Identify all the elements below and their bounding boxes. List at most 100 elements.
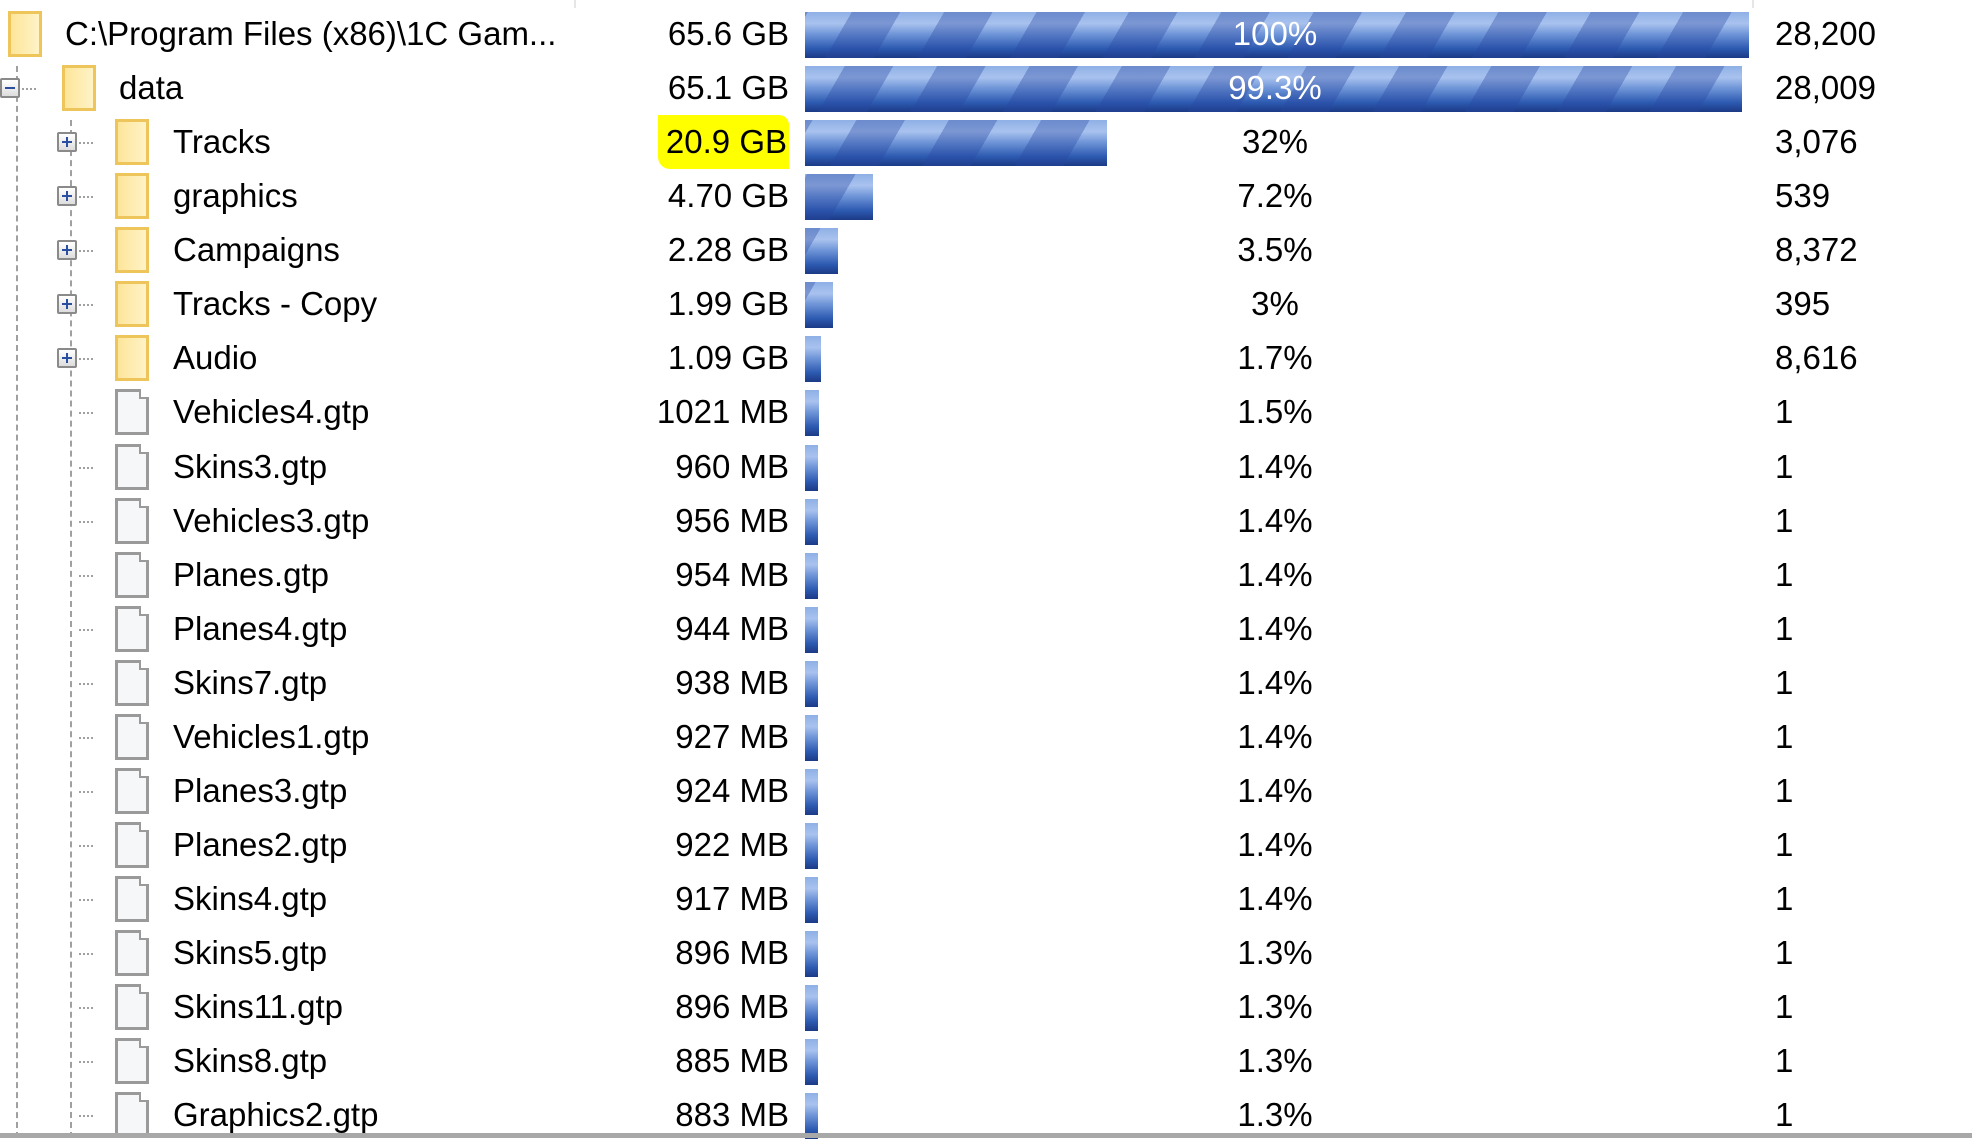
- tree-row[interactable]: Vehicles1.gtp 927 MB 1.4% 1: [0, 710, 1972, 764]
- item-size: 960 MB: [675, 447, 789, 485]
- tree-row[interactable]: Planes4.gtp 944 MB 1.4% 1: [0, 602, 1972, 656]
- item-name: Campaigns: [173, 231, 340, 269]
- item-size: 20.9 GB: [657, 115, 789, 170]
- item-size: 2.28 GB: [667, 231, 789, 269]
- item-name: Skins5.gtp: [173, 934, 328, 972]
- item-file-count: 1: [1775, 555, 1794, 593]
- tree-row[interactable]: Vehicles4.gtp 1021 MB 1.5% 1: [0, 385, 1972, 439]
- percent-bar: [805, 660, 818, 707]
- item-file-count: 1: [1775, 826, 1794, 864]
- item-file-count: 395: [1775, 285, 1831, 323]
- item-size: 956 MB: [675, 501, 789, 539]
- file-icon: [115, 659, 149, 706]
- tree-row[interactable]: Skins3.gtp 960 MB 1.4% 1: [0, 440, 1972, 494]
- percent-bar: [805, 552, 818, 599]
- item-name: Audio: [173, 339, 258, 377]
- item-file-count: 1: [1775, 771, 1794, 809]
- folder-icon: [115, 173, 149, 220]
- item-percent: 1.4%: [1237, 880, 1313, 918]
- item-file-count: 539: [1775, 177, 1831, 215]
- item-percent: 100%: [1232, 15, 1318, 52]
- tree-connector: [79, 899, 93, 902]
- tree-row[interactable]: Tracks - Copy 1.99 GB 3% 395: [0, 277, 1972, 331]
- plus-expander-icon[interactable]: [57, 132, 77, 153]
- tree-row[interactable]: C:\Program Files (x86)\1C Gam... 65.6 GB 1…: [0, 7, 1972, 61]
- item-percent: 1.4%: [1237, 447, 1313, 485]
- tree-connector: [79, 412, 93, 415]
- tree-row[interactable]: Skins7.gtp 938 MB 1.4% 1: [0, 656, 1972, 710]
- item-percent: 1.3%: [1237, 1096, 1313, 1134]
- tree-row[interactable]: Skins4.gtp 917 MB 1.4% 1: [0, 872, 1972, 926]
- item-size: 938 MB: [675, 663, 789, 701]
- tree-row[interactable]: Audio 1.09 GB 1.7% 8,616: [0, 331, 1972, 385]
- percent-bar: [805, 931, 818, 978]
- tree-row[interactable]: Skins5.gtp 896 MB 1.3% 1: [0, 926, 1972, 980]
- tree-connector: [79, 196, 93, 199]
- column-divider-percent[interactable]: [1752, 0, 1754, 8]
- percent-bar: [805, 768, 818, 815]
- plus-expander-icon[interactable]: [57, 348, 77, 369]
- item-name: Graphics2.gtp: [173, 1096, 379, 1134]
- minus-expander-icon[interactable]: [0, 78, 20, 99]
- folder-icon: [115, 119, 149, 166]
- percent-bar: [805, 66, 1742, 113]
- percent-bar: [805, 120, 1107, 167]
- tree-row[interactable]: graphics 4.70 GB 7.2% 539: [0, 169, 1972, 223]
- item-percent: 1.7%: [1237, 339, 1313, 377]
- tree-row[interactable]: Vehicles3.gtp 956 MB 1.4% 1: [0, 494, 1972, 548]
- item-name: graphics: [173, 177, 298, 215]
- tree-connector: [79, 358, 93, 361]
- tree-row[interactable]: Skins8.gtp 885 MB 1.3% 1: [0, 1034, 1972, 1088]
- folder-icon: [62, 65, 96, 112]
- item-percent: 1.4%: [1237, 501, 1313, 539]
- item-percent: 1.5%: [1237, 393, 1313, 431]
- tree-row[interactable]: Planes2.gtp 922 MB 1.4% 1: [0, 818, 1972, 872]
- tree-connector: [79, 1061, 93, 1064]
- tree-connector: [79, 574, 93, 577]
- plus-expander-icon[interactable]: [57, 294, 77, 315]
- tree-row[interactable]: Tracks 20.9 GB 32% 3,076: [0, 115, 1972, 170]
- item-name: Vehicles1.gtp: [173, 717, 370, 755]
- item-size: 944 MB: [675, 609, 789, 647]
- percent-bar: [805, 1093, 818, 1140]
- file-icon: [115, 443, 149, 490]
- item-name: Tracks: [173, 123, 271, 161]
- item-size: 927 MB: [675, 717, 789, 755]
- tree-row[interactable]: Planes.gtp 954 MB 1.4% 1: [0, 548, 1972, 602]
- tree-row[interactable]: Skins11.gtp 896 MB 1.3% 1: [0, 980, 1972, 1034]
- tree-row[interactable]: Graphics2.gtp 883 MB 1.3% 1: [0, 1088, 1972, 1142]
- item-size: 1021 MB: [656, 393, 789, 431]
- horizontal-scrollbar[interactable]: [0, 1133, 1972, 1138]
- percent-bar: [805, 228, 838, 275]
- tree-row[interactable]: Campaigns 2.28 GB 3.5% 8,372: [0, 223, 1972, 277]
- item-percent: 99.3%: [1228, 69, 1322, 107]
- item-size: 917 MB: [675, 880, 789, 918]
- file-icon: [115, 767, 149, 814]
- plus-expander-icon[interactable]: [57, 186, 77, 207]
- item-file-count: 28,009: [1775, 69, 1876, 107]
- tree-row[interactable]: Planes3.gtp 924 MB 1.4% 1: [0, 764, 1972, 818]
- column-divider-name[interactable]: [574, 0, 576, 8]
- item-percent: 1.4%: [1237, 826, 1313, 864]
- percent-bar: [805, 174, 873, 221]
- file-icon: [115, 605, 149, 652]
- item-file-count: 1: [1775, 880, 1794, 918]
- item-size: 883 MB: [675, 1096, 789, 1134]
- item-size: 4.70 GB: [667, 177, 789, 215]
- tree-connector: [79, 466, 93, 469]
- item-percent: 1.4%: [1237, 717, 1313, 755]
- tree-row[interactable]: data 65.1 GB 99.3% 28,009: [0, 61, 1972, 115]
- file-icon: [115, 551, 149, 598]
- folder-icon: [115, 227, 149, 274]
- percent-bar: [805, 877, 818, 924]
- item-size: 65.6 GB: [667, 15, 789, 52]
- item-file-count: 1: [1775, 501, 1794, 539]
- item-size: 1.99 GB: [667, 285, 789, 323]
- tree-connector: [79, 304, 93, 307]
- item-file-count: 28,200: [1775, 15, 1876, 52]
- percent-bar: [805, 823, 818, 870]
- plus-expander-icon[interactable]: [57, 240, 77, 261]
- tree-connector: [79, 845, 93, 848]
- item-file-count: 8,616: [1775, 339, 1858, 377]
- file-icon: [115, 713, 149, 760]
